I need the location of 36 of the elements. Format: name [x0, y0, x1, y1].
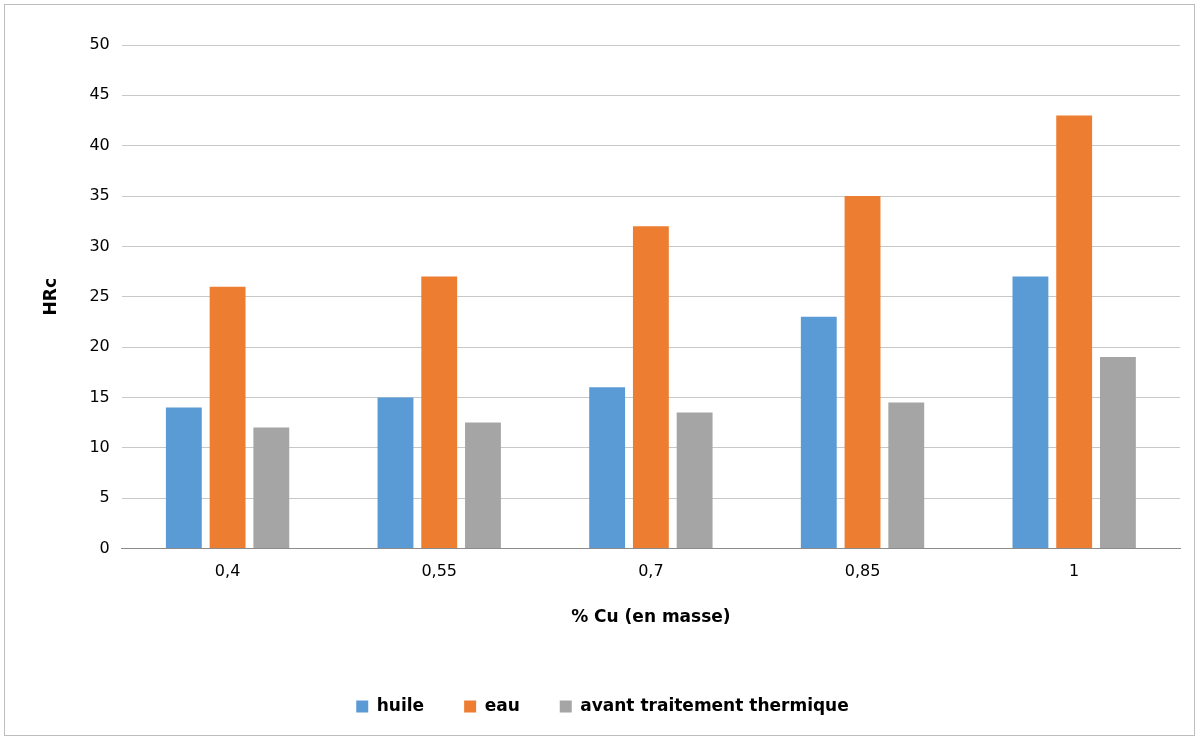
bar	[165, 407, 202, 548]
x-tick-label: 0,4	[214, 561, 241, 581]
y-tick-label: 45	[89, 84, 110, 104]
bar	[589, 387, 626, 548]
y-tick-label: 30	[89, 235, 110, 255]
bar	[209, 286, 246, 548]
y-tick-label: 40	[89, 134, 110, 154]
bar	[1099, 357, 1136, 548]
legend-label: avant traitement thermique	[580, 694, 849, 715]
bar	[632, 226, 669, 548]
bar	[465, 422, 501, 548]
bar	[377, 397, 414, 548]
y-tick-label: 5	[99, 487, 110, 507]
y-tick-label: 35	[89, 185, 110, 205]
y-tick-label: 15	[89, 386, 110, 406]
y-axis-title: HRc	[39, 278, 60, 316]
x-tick-label: 1	[1069, 561, 1080, 581]
bar	[888, 402, 925, 548]
y-tick-label: 20	[89, 336, 110, 356]
x-tick-label: 0,7	[638, 561, 664, 581]
x-axis-title: % Cu (en masse)	[571, 606, 731, 627]
bar	[1056, 115, 1093, 548]
legend-label: eau	[484, 694, 520, 715]
bar	[253, 427, 290, 548]
y-tick-label: 50	[89, 34, 110, 54]
x-tick-label: 0,55	[421, 561, 458, 581]
bar	[676, 412, 713, 548]
legend-label: huile	[376, 694, 425, 715]
bar	[800, 316, 837, 548]
bar	[844, 196, 881, 548]
bar	[1012, 276, 1049, 548]
y-tick-label: 25	[89, 285, 110, 305]
bar	[421, 276, 458, 548]
x-tick-label: 0,85	[844, 561, 881, 581]
y-tick-label: 10	[89, 436, 110, 456]
y-tick-label: 0	[99, 537, 110, 557]
